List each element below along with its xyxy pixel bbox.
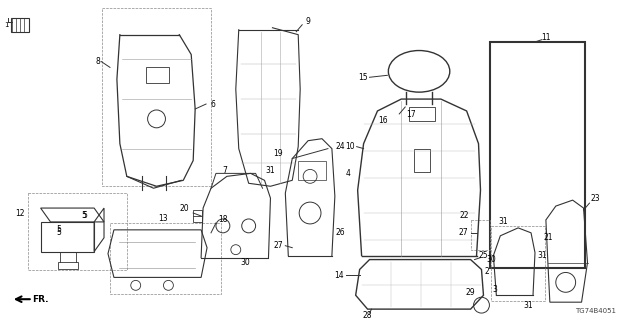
Bar <box>28 193 127 270</box>
Bar <box>110 223 221 294</box>
Bar <box>414 148 430 172</box>
Bar <box>11 18 29 32</box>
Text: 31: 31 <box>537 251 547 260</box>
Text: 27: 27 <box>274 241 284 250</box>
Text: 21: 21 <box>543 233 552 242</box>
Text: 20: 20 <box>180 204 189 212</box>
Bar <box>470 220 490 250</box>
Text: 4: 4 <box>346 169 350 178</box>
Text: 5: 5 <box>56 228 61 237</box>
Text: 13: 13 <box>159 214 168 223</box>
Bar <box>102 8 211 186</box>
Text: 29: 29 <box>466 288 476 297</box>
Bar <box>409 107 435 121</box>
Text: 17: 17 <box>406 110 416 119</box>
Text: 31: 31 <box>499 217 508 227</box>
Text: 7: 7 <box>223 166 227 175</box>
Text: 26: 26 <box>335 228 344 237</box>
Text: 6: 6 <box>211 100 216 108</box>
Text: 5: 5 <box>82 212 86 220</box>
Bar <box>492 226 545 301</box>
Bar <box>298 161 326 180</box>
Text: 31: 31 <box>524 301 533 310</box>
Text: 8: 8 <box>95 57 100 66</box>
Text: 1: 1 <box>4 22 9 28</box>
Text: 31: 31 <box>266 166 275 175</box>
Text: 25: 25 <box>479 251 488 260</box>
Bar <box>58 261 78 269</box>
Text: 5: 5 <box>83 212 88 220</box>
Text: 30: 30 <box>486 255 496 264</box>
Text: 27: 27 <box>459 228 468 237</box>
Text: 22: 22 <box>459 212 468 220</box>
Bar <box>146 68 170 83</box>
Text: 24: 24 <box>335 142 344 151</box>
Text: 18: 18 <box>218 215 228 224</box>
Text: 14: 14 <box>334 271 344 280</box>
Text: 30: 30 <box>241 258 251 267</box>
Text: 10: 10 <box>345 142 355 151</box>
Bar <box>490 42 584 268</box>
Text: 15: 15 <box>358 73 367 82</box>
Text: 12: 12 <box>15 209 25 218</box>
Bar <box>193 210 202 222</box>
Text: 19: 19 <box>273 149 282 158</box>
Text: 16: 16 <box>378 116 387 125</box>
Text: 5: 5 <box>56 225 61 234</box>
Text: 3: 3 <box>492 285 497 294</box>
Text: 2: 2 <box>484 267 489 276</box>
Text: FR.: FR. <box>33 295 49 304</box>
Text: TG74B4051: TG74B4051 <box>575 308 616 314</box>
Text: 9: 9 <box>306 17 310 26</box>
Text: 28: 28 <box>363 310 372 320</box>
Text: 11: 11 <box>541 33 550 42</box>
Text: 23: 23 <box>591 194 600 203</box>
